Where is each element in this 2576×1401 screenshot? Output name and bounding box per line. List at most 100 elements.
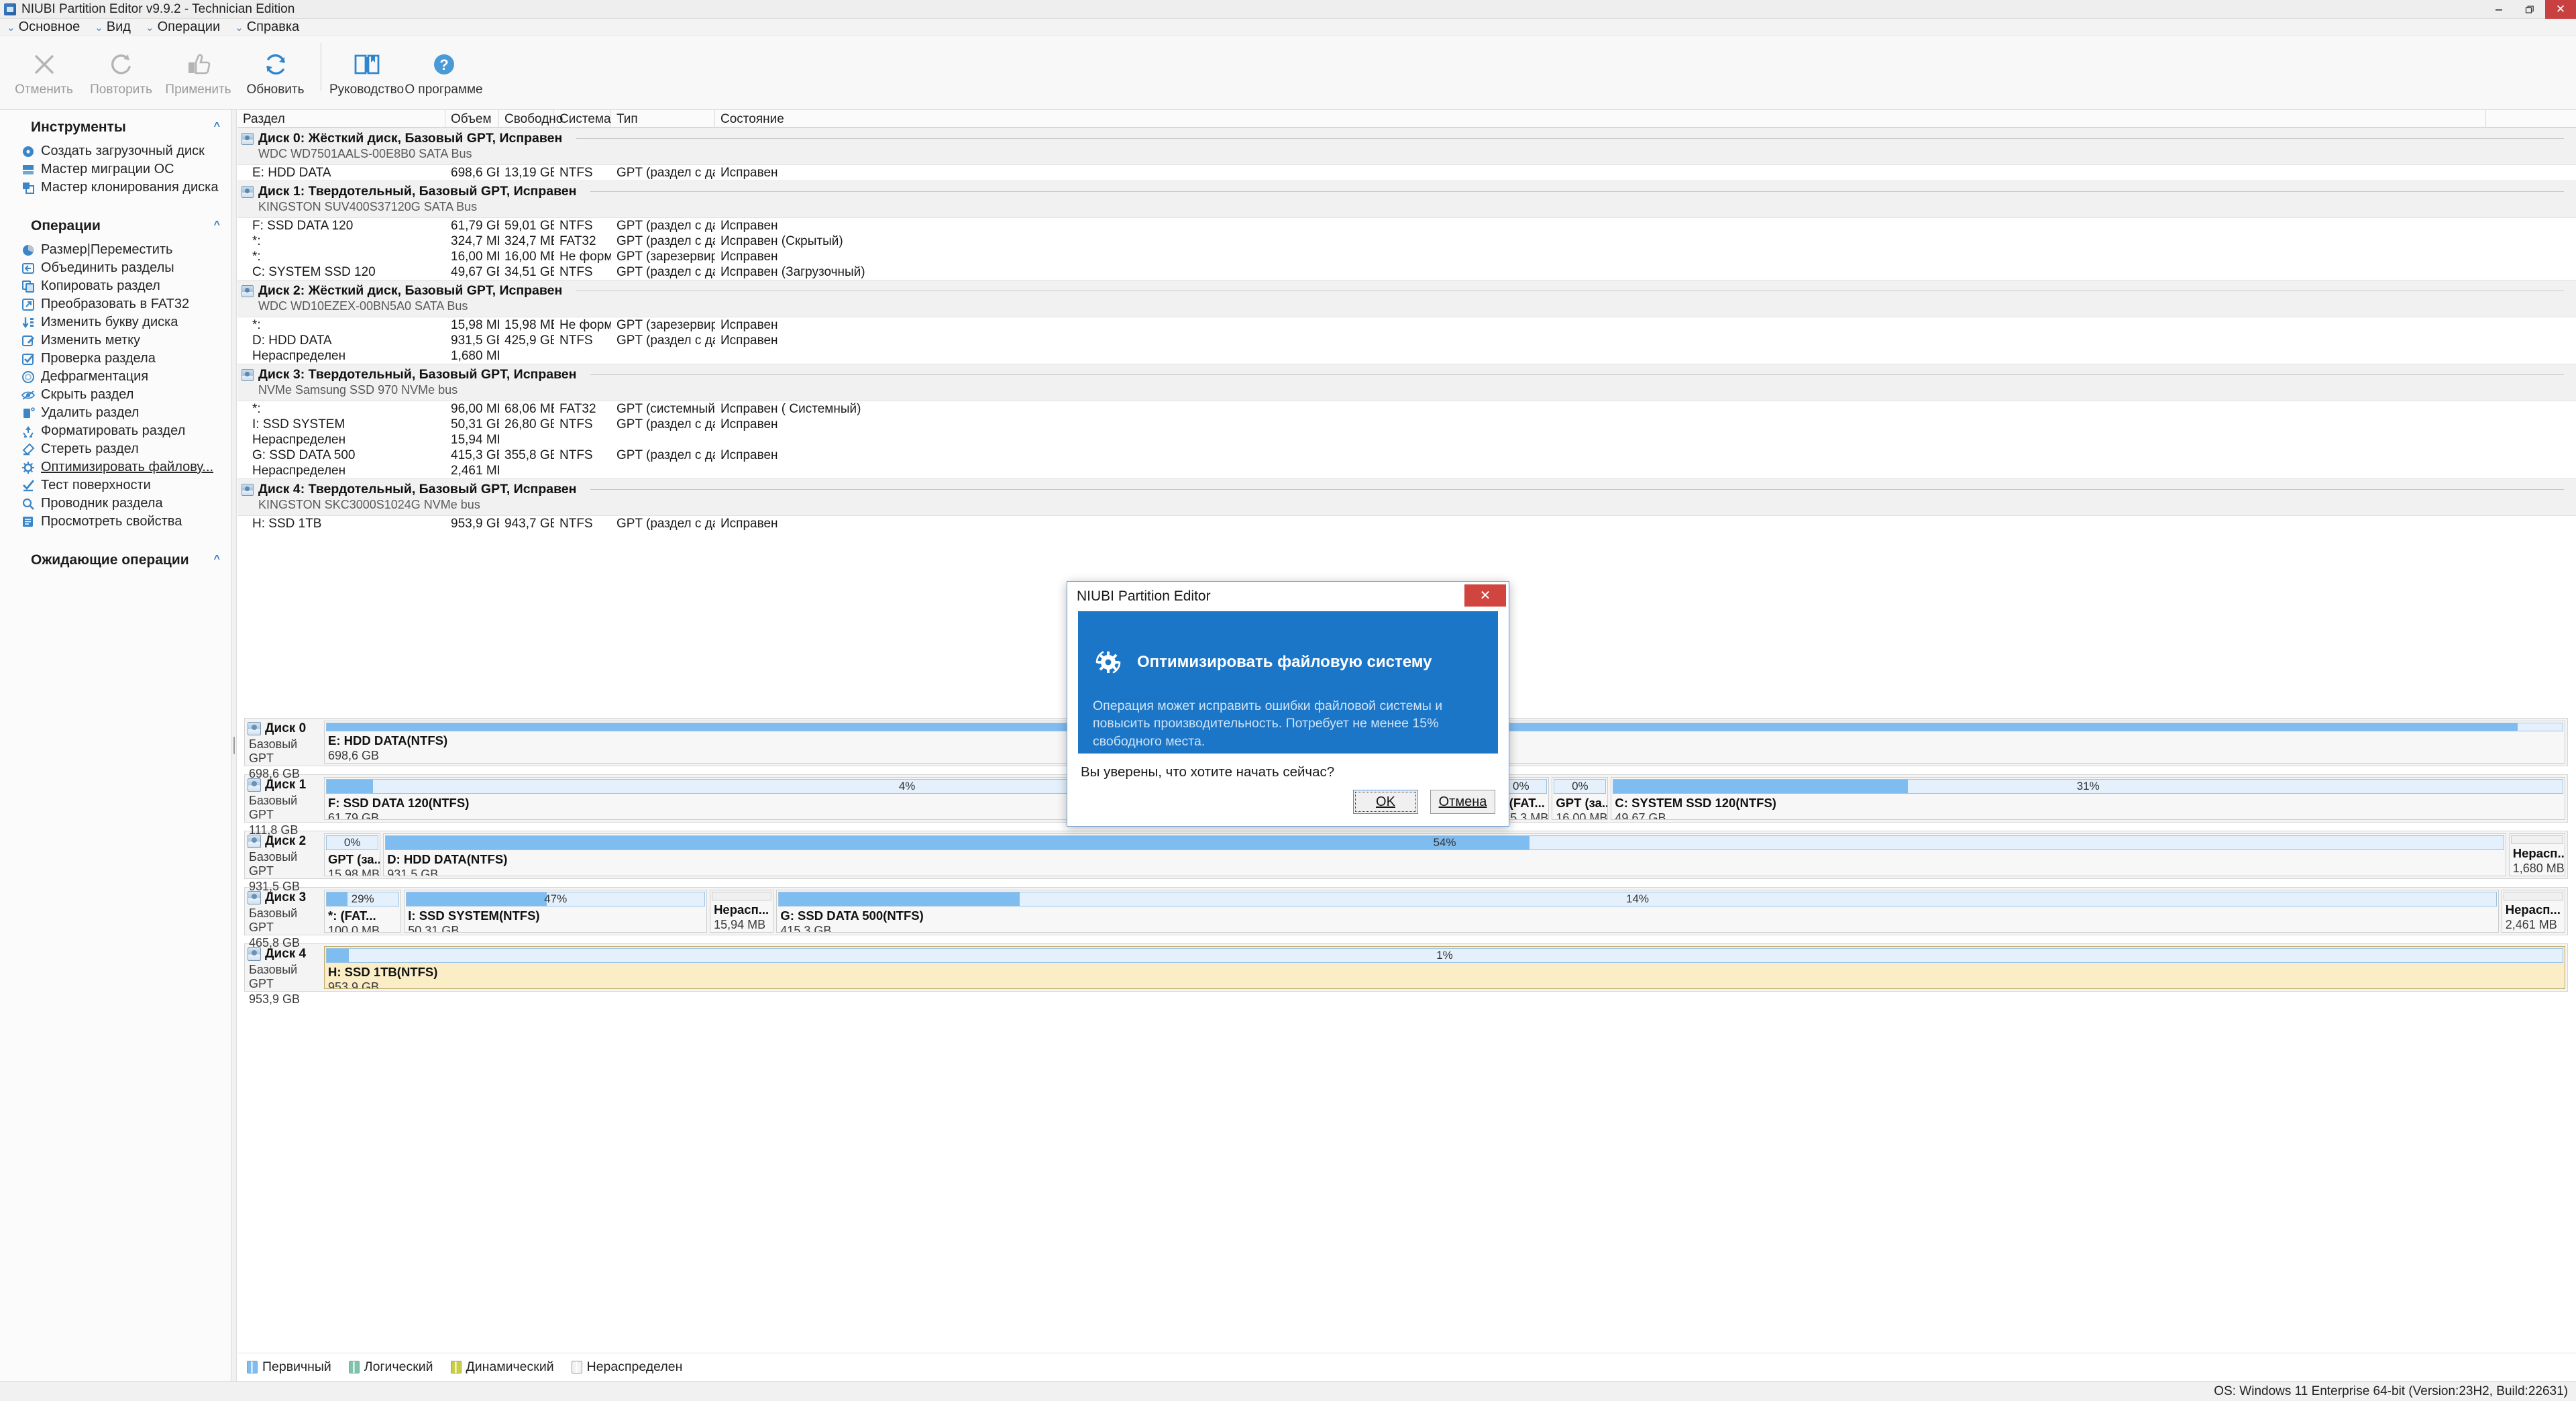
sidebar-item-os-migration[interactable]: Мастер миграции ОС <box>0 160 231 178</box>
sidebar-item-surface-test[interactable]: Тест поверхности <box>0 476 231 495</box>
column-header[interactable]: Раздел <box>237 110 445 127</box>
sidebar-item-defragment[interactable]: Дефрагментация <box>0 368 231 386</box>
dialog-close-button[interactable]: ✕ <box>1464 584 1506 607</box>
sidebar-item-label: Просмотреть свойства <box>41 514 182 529</box>
disk-map-row[interactable]: Диск 4 Базовый GPT 953,9 GB 1% H: SSD 1TB(NT… <box>244 943 2568 1006</box>
disk-group-header[interactable]: Диск 4: Твердотельный, Базовый GPT, Испр… <box>237 478 2576 516</box>
manual-button[interactable]: Руководство <box>328 36 405 106</box>
cell-free: 13,19 GB <box>504 165 554 180</box>
legend: Первичный Логический Динамический Нераспред… <box>237 1353 2576 1381</box>
table-row[interactable]: *: 15,98 MB 15,98 MB Не форматирован GPT (за… <box>237 317 2576 333</box>
sidebar-item-format-partition[interactable]: Форматировать раздел <box>0 422 231 440</box>
menu-item-operations[interactable]: ⌄ Операции <box>146 19 220 35</box>
table-row[interactable]: Нераспределен 15,94 MB <box>237 432 2576 448</box>
sidebar-item-optimize-fs[interactable]: Оптимизировать файлову... <box>0 458 231 476</box>
column-header[interactable]: Тип <box>611 110 715 127</box>
cancel-button[interactable]: Отмена <box>1430 790 1495 814</box>
partition-block[interactable]: 47% I: SSD SYSTEM(NTFS) 50,31 GB <box>404 890 708 933</box>
sidebar-item-hide-partition[interactable]: Скрыть раздел <box>0 386 231 404</box>
table-row[interactable]: E: HDD DATA 698,6 GB 13,19 GB NTFS GPT (разд… <box>237 165 2576 180</box>
column-header[interactable]: Свободно <box>499 110 563 127</box>
column-header[interactable]: Состояние <box>715 110 2486 127</box>
partition-block[interactable]: 0% GPT (за... 15,98 MB <box>324 833 381 876</box>
minimize-button[interactable] <box>2483 0 2514 19</box>
sidebar-item-change-letter[interactable]: Изменить букву диска <box>0 313 231 331</box>
table-row[interactable]: F: SSD DATA 120 61,79 GB 59,01 GB NTFS GPT (… <box>237 218 2576 234</box>
copy-partition-icon <box>21 280 35 293</box>
menu-item-main[interactable]: ⌄ Основное <box>7 19 80 35</box>
sidebar-item-convert-fat32[interactable]: Преобразовать в FAT32 <box>0 295 231 313</box>
table-row[interactable]: *: 16,00 MB 16,00 MB Не форматирован GPT (за… <box>237 249 2576 264</box>
menu-item-view[interactable]: ⌄ Вид <box>95 19 131 35</box>
defragment-icon <box>21 370 35 384</box>
table-row[interactable]: Нераспределен 1,680 MB <box>237 348 2576 364</box>
about-button[interactable]: ? О программе <box>405 36 483 106</box>
sidebar-splitter[interactable] <box>231 110 237 1381</box>
table-row[interactable]: Нераспределен 2,461 MB <box>237 463 2576 478</box>
sidebar-item-bootable-disk[interactable]: Создать загрузочный диск <box>0 142 231 160</box>
disk-icon <box>241 284 254 297</box>
cell-size: 2,461 MB <box>451 463 499 478</box>
cell-fs: FAT32 <box>559 234 596 248</box>
disk-group-header[interactable]: Диск 0: Жёсткий диск, Базовый GPT, Испра… <box>237 127 2576 165</box>
sidebar-item-merge-partition[interactable]: Объединить разделы <box>0 259 231 277</box>
table-row[interactable]: D: HDD DATA 931,5 GB 425,9 GB NTFS GPT (разд… <box>237 333 2576 348</box>
table-row[interactable]: *: 96,00 MB 68,06 MB FAT32 GPT (системный EF… <box>237 401 2576 417</box>
sidebar-item-wipe-partition[interactable]: Стереть раздел <box>0 440 231 458</box>
maximize-restore-icon[interactable] <box>2514 0 2545 19</box>
disk-group-header[interactable]: Диск 3: Твердотельный, Базовый GPT, Испр… <box>237 364 2576 401</box>
hide-partition-icon <box>21 388 36 402</box>
sidebar-item-copy-partition[interactable]: Копировать раздел <box>0 277 231 295</box>
partition-block[interactable]: 31% C: SYSTEM SSD 120(NTFS) 49,67 GB <box>1611 777 2565 820</box>
partition-block[interactable]: Нерасп... 1,680 MB <box>2508 833 2565 876</box>
sidebar-section-pending[interactable]: Ожидающие операции ^ <box>0 543 231 575</box>
column-header[interactable]: Объем <box>445 110 499 127</box>
table-row[interactable]: H: SSD 1TB 953,9 GB 943,7 GB NTFS GPT (разде… <box>237 516 2576 531</box>
partition-block[interactable]: Нерасп... 2,461 MB <box>2501 890 2565 933</box>
sidebar-item-disk-clone[interactable]: Мастер клонирования диска <box>0 178 231 197</box>
sidebar-item-change-label[interactable]: Изменить метку <box>0 331 231 350</box>
chevron-up-icon[interactable]: ^ <box>213 554 220 565</box>
partition-size: 1,680 MB <box>2512 862 2565 875</box>
menu-item-help[interactable]: ⌄ Справка <box>235 19 299 35</box>
refresh-button[interactable]: Обновить <box>237 36 314 106</box>
disk-group-header[interactable]: Диск 1: Твердотельный, Базовый GPT, Испр… <box>237 180 2576 218</box>
chevron-up-icon[interactable]: ^ <box>213 219 220 231</box>
sidebar-item-label: Изменить букву диска <box>41 315 178 329</box>
cell-free: 16,00 MB <box>504 249 554 264</box>
disk-map-row[interactable]: Диск 3 Базовый GPT 465,8 GB 29% *: (FAT... 10… <box>244 887 2568 949</box>
cell-type: GPT (раздел с данными) <box>616 333 715 348</box>
apply-button[interactable]: Применить <box>160 36 237 106</box>
sidebar-section-tools[interactable]: Инструменты ^ <box>0 110 231 142</box>
sidebar-item-view-properties[interactable]: Просмотреть свойства <box>0 513 231 531</box>
ok-button[interactable]: OK <box>1353 790 1418 814</box>
table-row[interactable]: *: 324,7 MB 324,7 MB FAT32 GPT (раздел с дан… <box>237 234 2576 249</box>
partition-block[interactable]: 1% H: SSD 1TB(NTFS) 953,9 GB <box>324 946 2565 989</box>
disk-icon <box>241 132 254 145</box>
sidebar-item-check-partition[interactable]: Проверка раздела <box>0 350 231 368</box>
sidebar-item-partition-explorer[interactable]: Проводник раздела <box>0 495 231 513</box>
table-row[interactable]: C: SYSTEM SSD 120 49,67 GB 34,51 GB NTFS GPT… <box>237 264 2576 280</box>
disk-group-header[interactable]: Диск 2: Жёсткий диск, Базовый GPT, Испра… <box>237 280 2576 317</box>
column-header[interactable]: Система <box>554 110 611 127</box>
table-row[interactable]: I: SSD SYSTEM 50,31 GB 26,80 GB NTFS GPT (ра… <box>237 417 2576 432</box>
partition-block[interactable]: 29% *: (FAT... 100,0 MB <box>324 890 402 933</box>
sidebar-item-resize-move[interactable]: Размер|Переместить <box>0 241 231 259</box>
partition-block[interactable]: 54% D: HDD DATA(NTFS) 931,5 GB <box>383 833 2506 876</box>
cell-size: 16,00 MB <box>451 249 499 264</box>
partition-block[interactable]: 14% G: SSD DATA 500(NTFS) 415,3 GB <box>776 890 2499 933</box>
partition-title: Нерасп... <box>714 902 769 917</box>
sidebar-item-delete-partition[interactable]: Удалить раздел <box>0 404 231 422</box>
cell-fs: Не форматирован <box>559 249 611 264</box>
redo-button[interactable]: Повторить <box>83 36 160 106</box>
chevron-up-icon[interactable]: ^ <box>213 121 220 132</box>
chevron-down-icon: ⌄ <box>235 21 244 34</box>
sidebar-section-operations[interactable]: Операции ^ <box>0 209 231 241</box>
partition-block[interactable]: Нерасп... 15,94 MB <box>710 890 774 933</box>
undo-button[interactable]: Отменить <box>5 36 83 106</box>
disk-map-row[interactable]: Диск 2 Базовый GPT 931,5 GB 0% GPT (за... 15,… <box>244 831 2568 893</box>
table-row[interactable]: G: SSD DATA 500 415,3 GB 355,8 GB NTFS GPT (… <box>237 448 2576 463</box>
partition-block[interactable]: 0% GPT (за... 16,00 MB <box>1552 777 1609 820</box>
partition-size: 953,9 GB <box>328 980 380 989</box>
close-button[interactable]: ✕ <box>2545 0 2576 19</box>
